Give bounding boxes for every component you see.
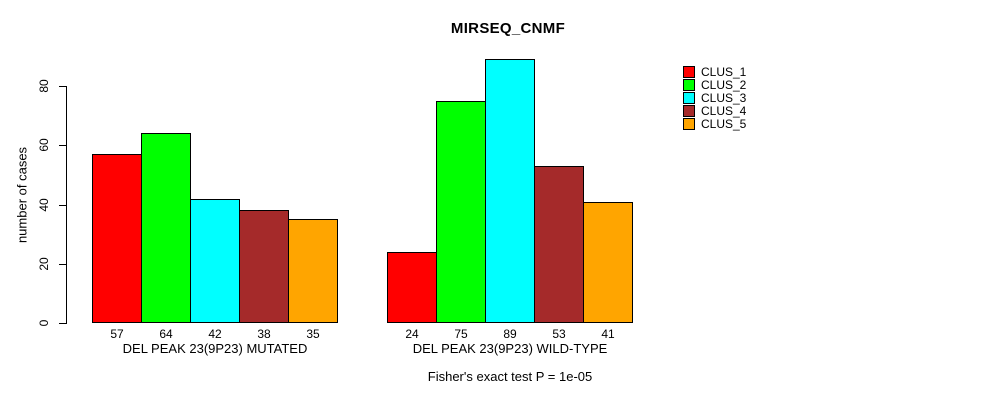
legend-label: CLUS_1: [701, 65, 747, 79]
legend-swatch-icon: [683, 66, 695, 78]
bar-clus_5-group1: [288, 219, 338, 323]
bar-value-label: 38: [257, 327, 271, 341]
bar-value-label: 57: [110, 327, 124, 341]
bar-clus_4-group1: [239, 210, 289, 323]
legend-swatch-icon: [683, 92, 695, 104]
legend-swatch-icon: [683, 118, 695, 130]
y-axis-label: number of cases: [14, 146, 30, 244]
bar-value-label: 35: [306, 327, 320, 341]
bar-value-label: 75: [454, 327, 468, 341]
bar-value-label: 89: [503, 327, 517, 341]
group-label-mutated: DEL PEAK 23(9P23) MUTATED: [122, 341, 308, 356]
y-tick: [59, 86, 66, 87]
y-tick-label: 40: [37, 198, 51, 212]
bar-value-label: 42: [208, 327, 222, 341]
y-tick-label: 60: [37, 138, 51, 152]
bar-clus_1-group1: [92, 154, 142, 323]
y-tick-label: 0: [37, 319, 51, 327]
y-tick: [59, 145, 66, 146]
legend-label: CLUS_4: [701, 104, 747, 118]
y-axis-line: [66, 86, 67, 324]
y-tick-label: 80: [37, 79, 51, 93]
bar-clus_3-group1: [190, 199, 240, 323]
bar-value-label: 24: [405, 327, 419, 341]
fisher-test-footnote: Fisher's exact test P = 1e-05: [427, 369, 593, 384]
group-label-wild-type: DEL PEAK 23(9P23) WILD-TYPE: [412, 341, 608, 356]
legend-label: CLUS_2: [701, 78, 747, 92]
y-tick: [59, 323, 66, 324]
y-tick-label: 20: [37, 257, 51, 271]
bar-clus_2-group1: [141, 133, 191, 323]
bar-value-label: 64: [159, 327, 173, 341]
legend-swatch-icon: [683, 105, 695, 117]
y-tick: [59, 264, 66, 265]
chart-title: MIRSEQ_CNMF: [450, 20, 566, 37]
bar-clus_5-group2: [583, 202, 633, 323]
bar-clus_3-group2: [485, 59, 535, 323]
bar-value-label: 41: [601, 327, 615, 341]
bar-clus_1-group2: [387, 252, 437, 323]
bar-value-label: 53: [552, 327, 566, 341]
legend-label: CLUS_3: [701, 91, 747, 105]
legend-swatch-icon: [683, 79, 695, 91]
bar-clus_2-group2: [436, 101, 486, 323]
y-tick: [59, 205, 66, 206]
legend-label: CLUS_5: [701, 117, 747, 131]
bar-clus_4-group2: [534, 166, 584, 323]
